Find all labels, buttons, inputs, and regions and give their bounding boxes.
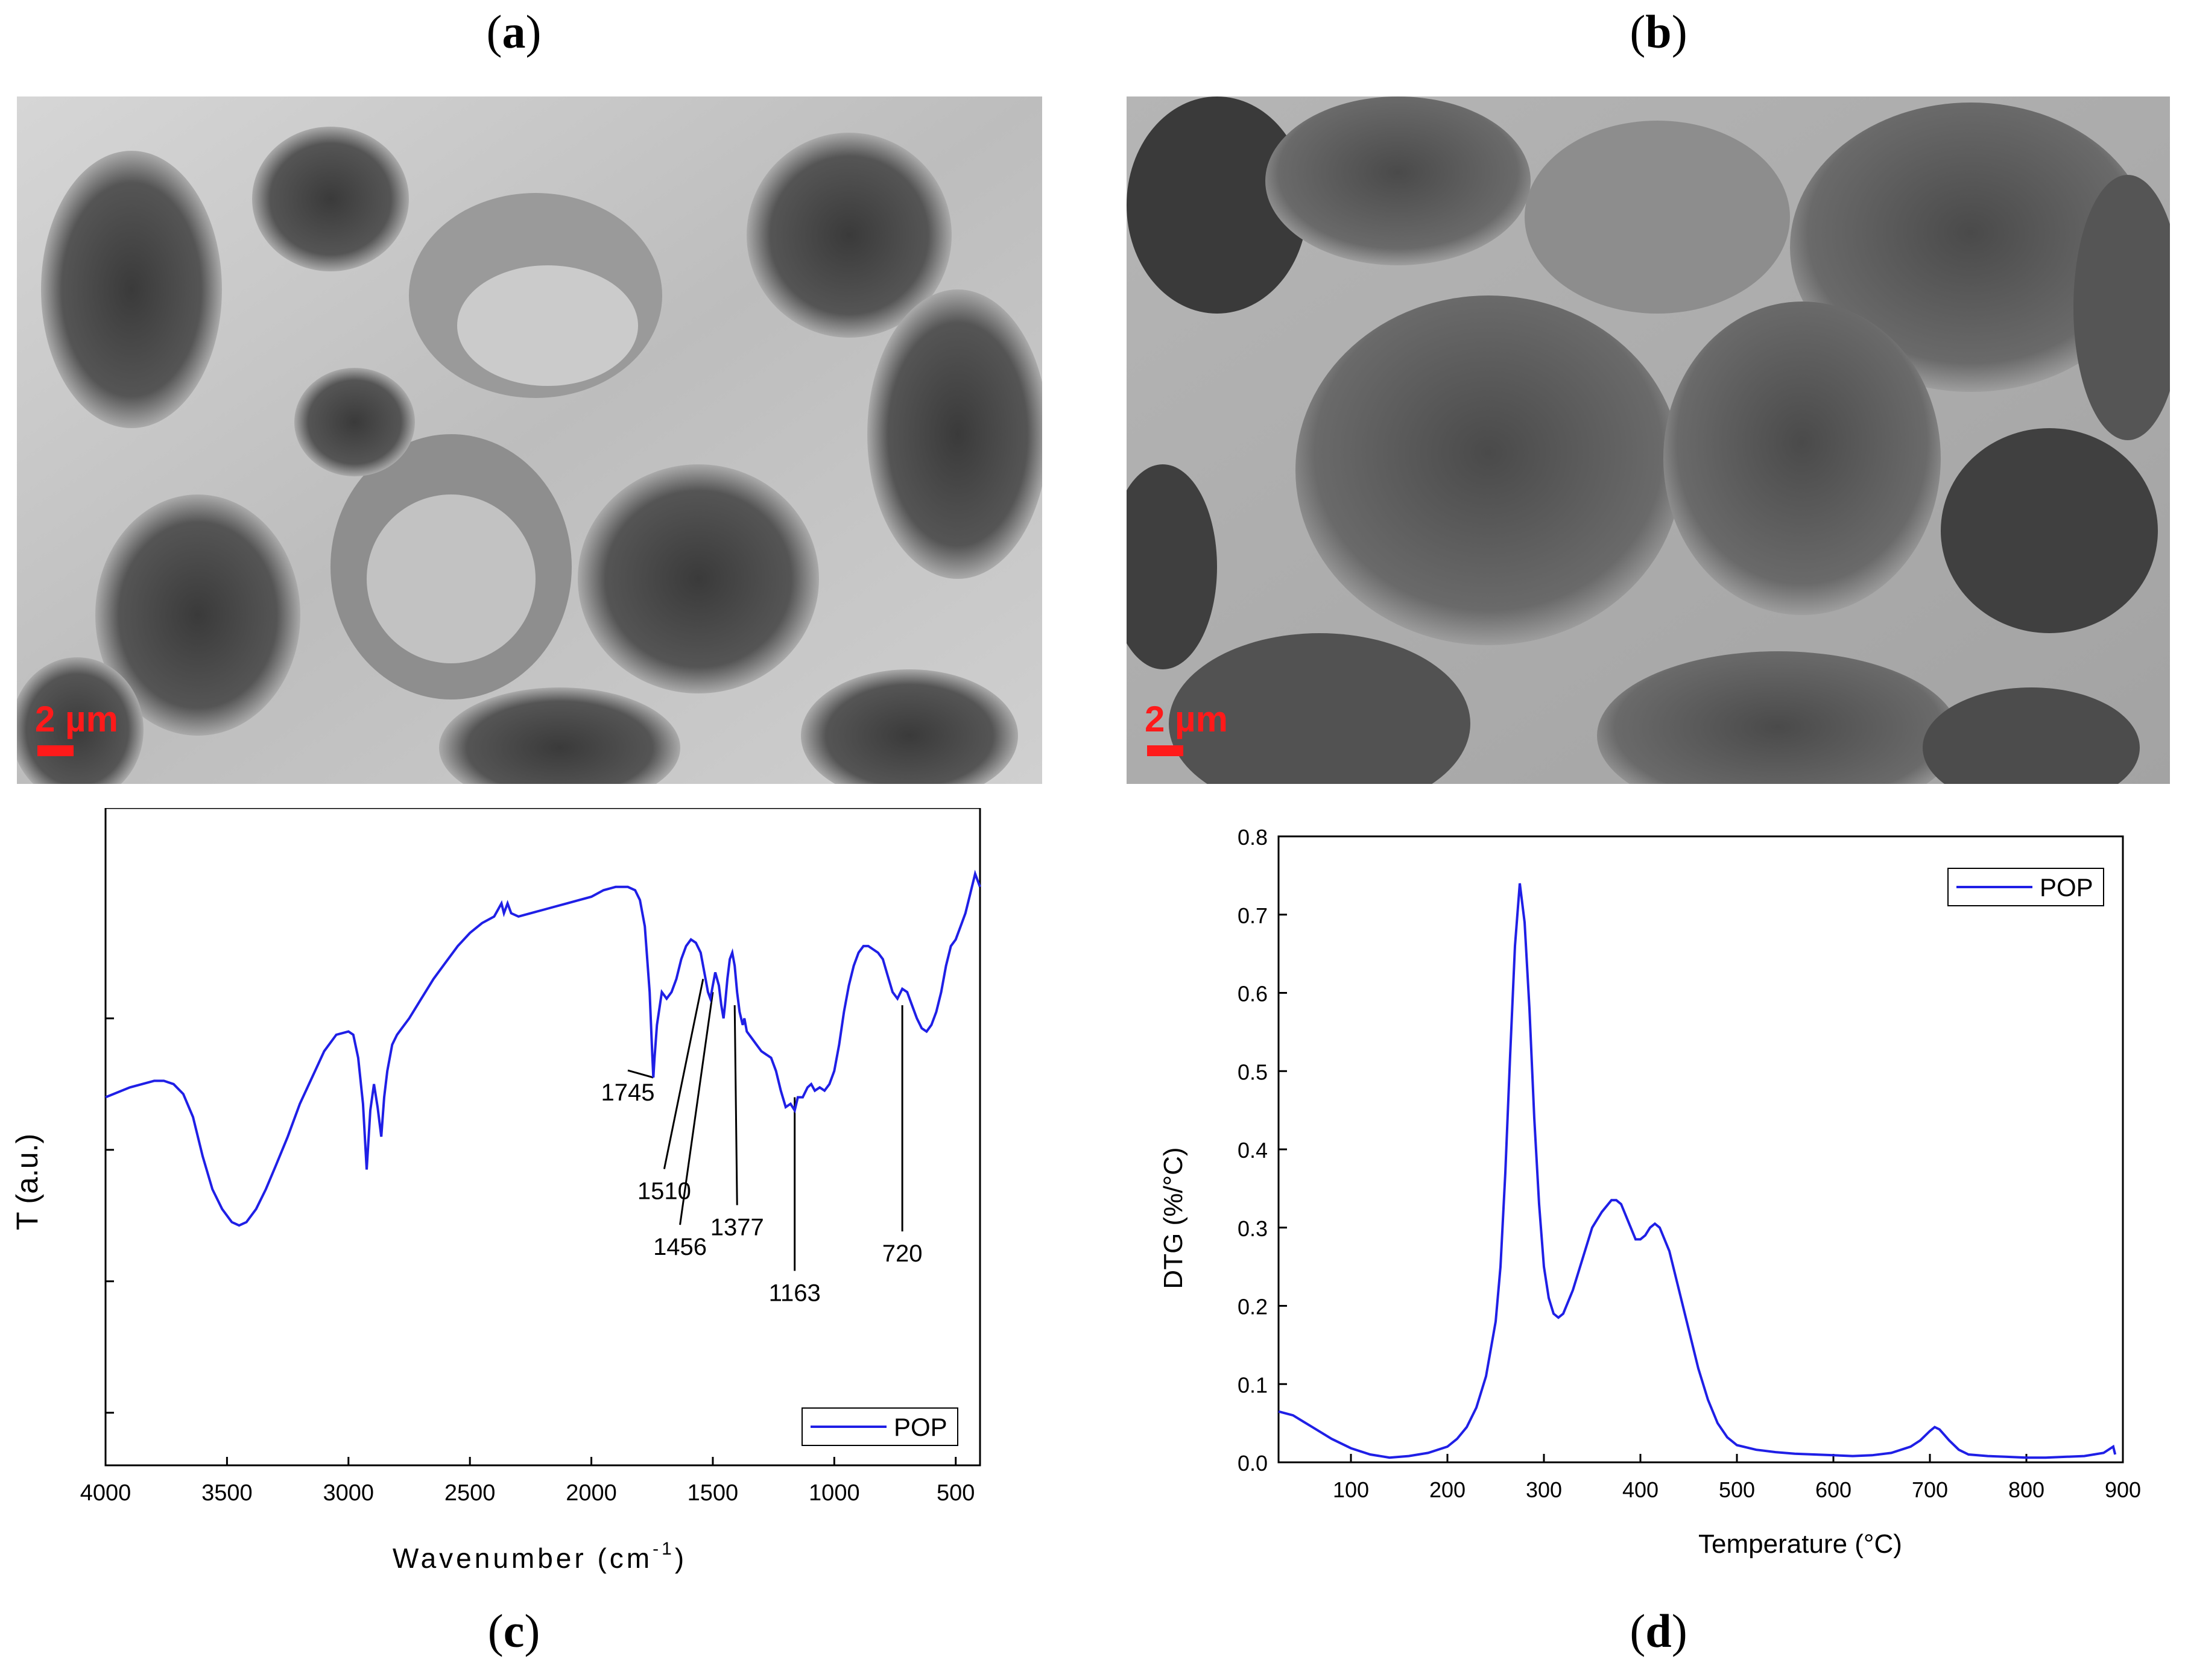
annotation-label: 1456 bbox=[653, 1234, 707, 1260]
annotation-leader bbox=[733, 1005, 738, 1205]
annotation-label: 1510 bbox=[637, 1178, 691, 1205]
y-tick-label: 0.4 bbox=[1238, 1138, 1268, 1163]
legend-label: POP bbox=[2040, 873, 2093, 902]
y-tick-label: 0.8 bbox=[1238, 825, 1268, 850]
annotation-label: 1163 bbox=[769, 1280, 821, 1307]
legend-label: POP bbox=[894, 1413, 947, 1441]
x-tick-label: 1000 bbox=[809, 1480, 860, 1506]
y-tick-label: 0.0 bbox=[1238, 1451, 1268, 1476]
ftir-chart: 4000 3500 3000 2500 2000 1500 1000 500 1745 1510… bbox=[10, 808, 981, 1574]
y-axis-label: DTG (%/°C) bbox=[1159, 1147, 1188, 1289]
scale-bar-b bbox=[1147, 745, 1183, 756]
y-tick-label: 0.2 bbox=[1238, 1295, 1268, 1319]
ftir-series-line bbox=[105, 870, 981, 1227]
annotation-leader bbox=[627, 1069, 654, 1079]
x-tick-label: 900 bbox=[2105, 1477, 2141, 1502]
sem-image-a: 2 µm bbox=[17, 96, 1042, 784]
x-tick-label: 600 bbox=[1815, 1477, 1851, 1502]
plot-frame bbox=[104, 808, 981, 1467]
x-tick-label: 500 bbox=[1719, 1477, 1755, 1502]
annotation-label: 1745 bbox=[601, 1079, 654, 1106]
y-tick-label: 0.3 bbox=[1238, 1216, 1268, 1241]
panel-label-d: (d) bbox=[1630, 1605, 1687, 1657]
x-tick-label: 2000 bbox=[566, 1480, 617, 1506]
x-axis-label: Wavenumber (cm-1) bbox=[393, 1539, 687, 1574]
dtg-chart: 100 200 300 400 500 600 700 800 900 0.0 0.1 0.2 0.3 0… bbox=[1159, 825, 2141, 1559]
plot-frame bbox=[1277, 835, 2124, 1464]
scale-label-a: 2 µm bbox=[35, 699, 118, 739]
x-axis-label: Temperature (°C) bbox=[1698, 1529, 1902, 1559]
y-tick-label: 0.6 bbox=[1238, 982, 1268, 1006]
x-tick-label: 1500 bbox=[688, 1480, 739, 1506]
y-axis-label: T (a.u.) bbox=[10, 1134, 44, 1230]
x-tick-label: 4000 bbox=[80, 1480, 131, 1506]
y-tick-label: 0.5 bbox=[1238, 1059, 1268, 1084]
x-tick-label: 300 bbox=[1526, 1477, 1562, 1502]
sem-image-b: 2 µm bbox=[1127, 96, 2170, 784]
scale-bar-a bbox=[37, 745, 74, 756]
x-tick-label: 700 bbox=[1912, 1477, 1948, 1502]
x-tick-label: 2500 bbox=[444, 1480, 496, 1506]
panel-label-c: (c) bbox=[487, 1605, 540, 1657]
x-tick-label: 200 bbox=[1429, 1477, 1466, 1502]
annotation-leader bbox=[663, 979, 704, 1169]
x-tick-label: 3000 bbox=[323, 1480, 375, 1506]
annotation-leader bbox=[679, 991, 714, 1225]
x-tick-label: 800 bbox=[2008, 1477, 2044, 1502]
annotation-label: 720 bbox=[882, 1240, 923, 1267]
x-tick-label: 3500 bbox=[201, 1480, 253, 1506]
y-tick-label: 0.7 bbox=[1238, 903, 1268, 928]
annotation-label: 1377 bbox=[710, 1214, 764, 1241]
x-tick-label: 100 bbox=[1333, 1477, 1369, 1502]
scale-label-b: 2 µm bbox=[1145, 699, 1228, 739]
x-tick-label: 400 bbox=[1622, 1477, 1659, 1502]
x-tick-label: 500 bbox=[937, 1480, 975, 1506]
panel-label-a: (a) bbox=[486, 5, 542, 58]
panel-label-b: (b) bbox=[1630, 5, 1687, 58]
y-tick-label: 0.1 bbox=[1238, 1372, 1268, 1397]
dtg-series-line bbox=[1278, 883, 2117, 1459]
